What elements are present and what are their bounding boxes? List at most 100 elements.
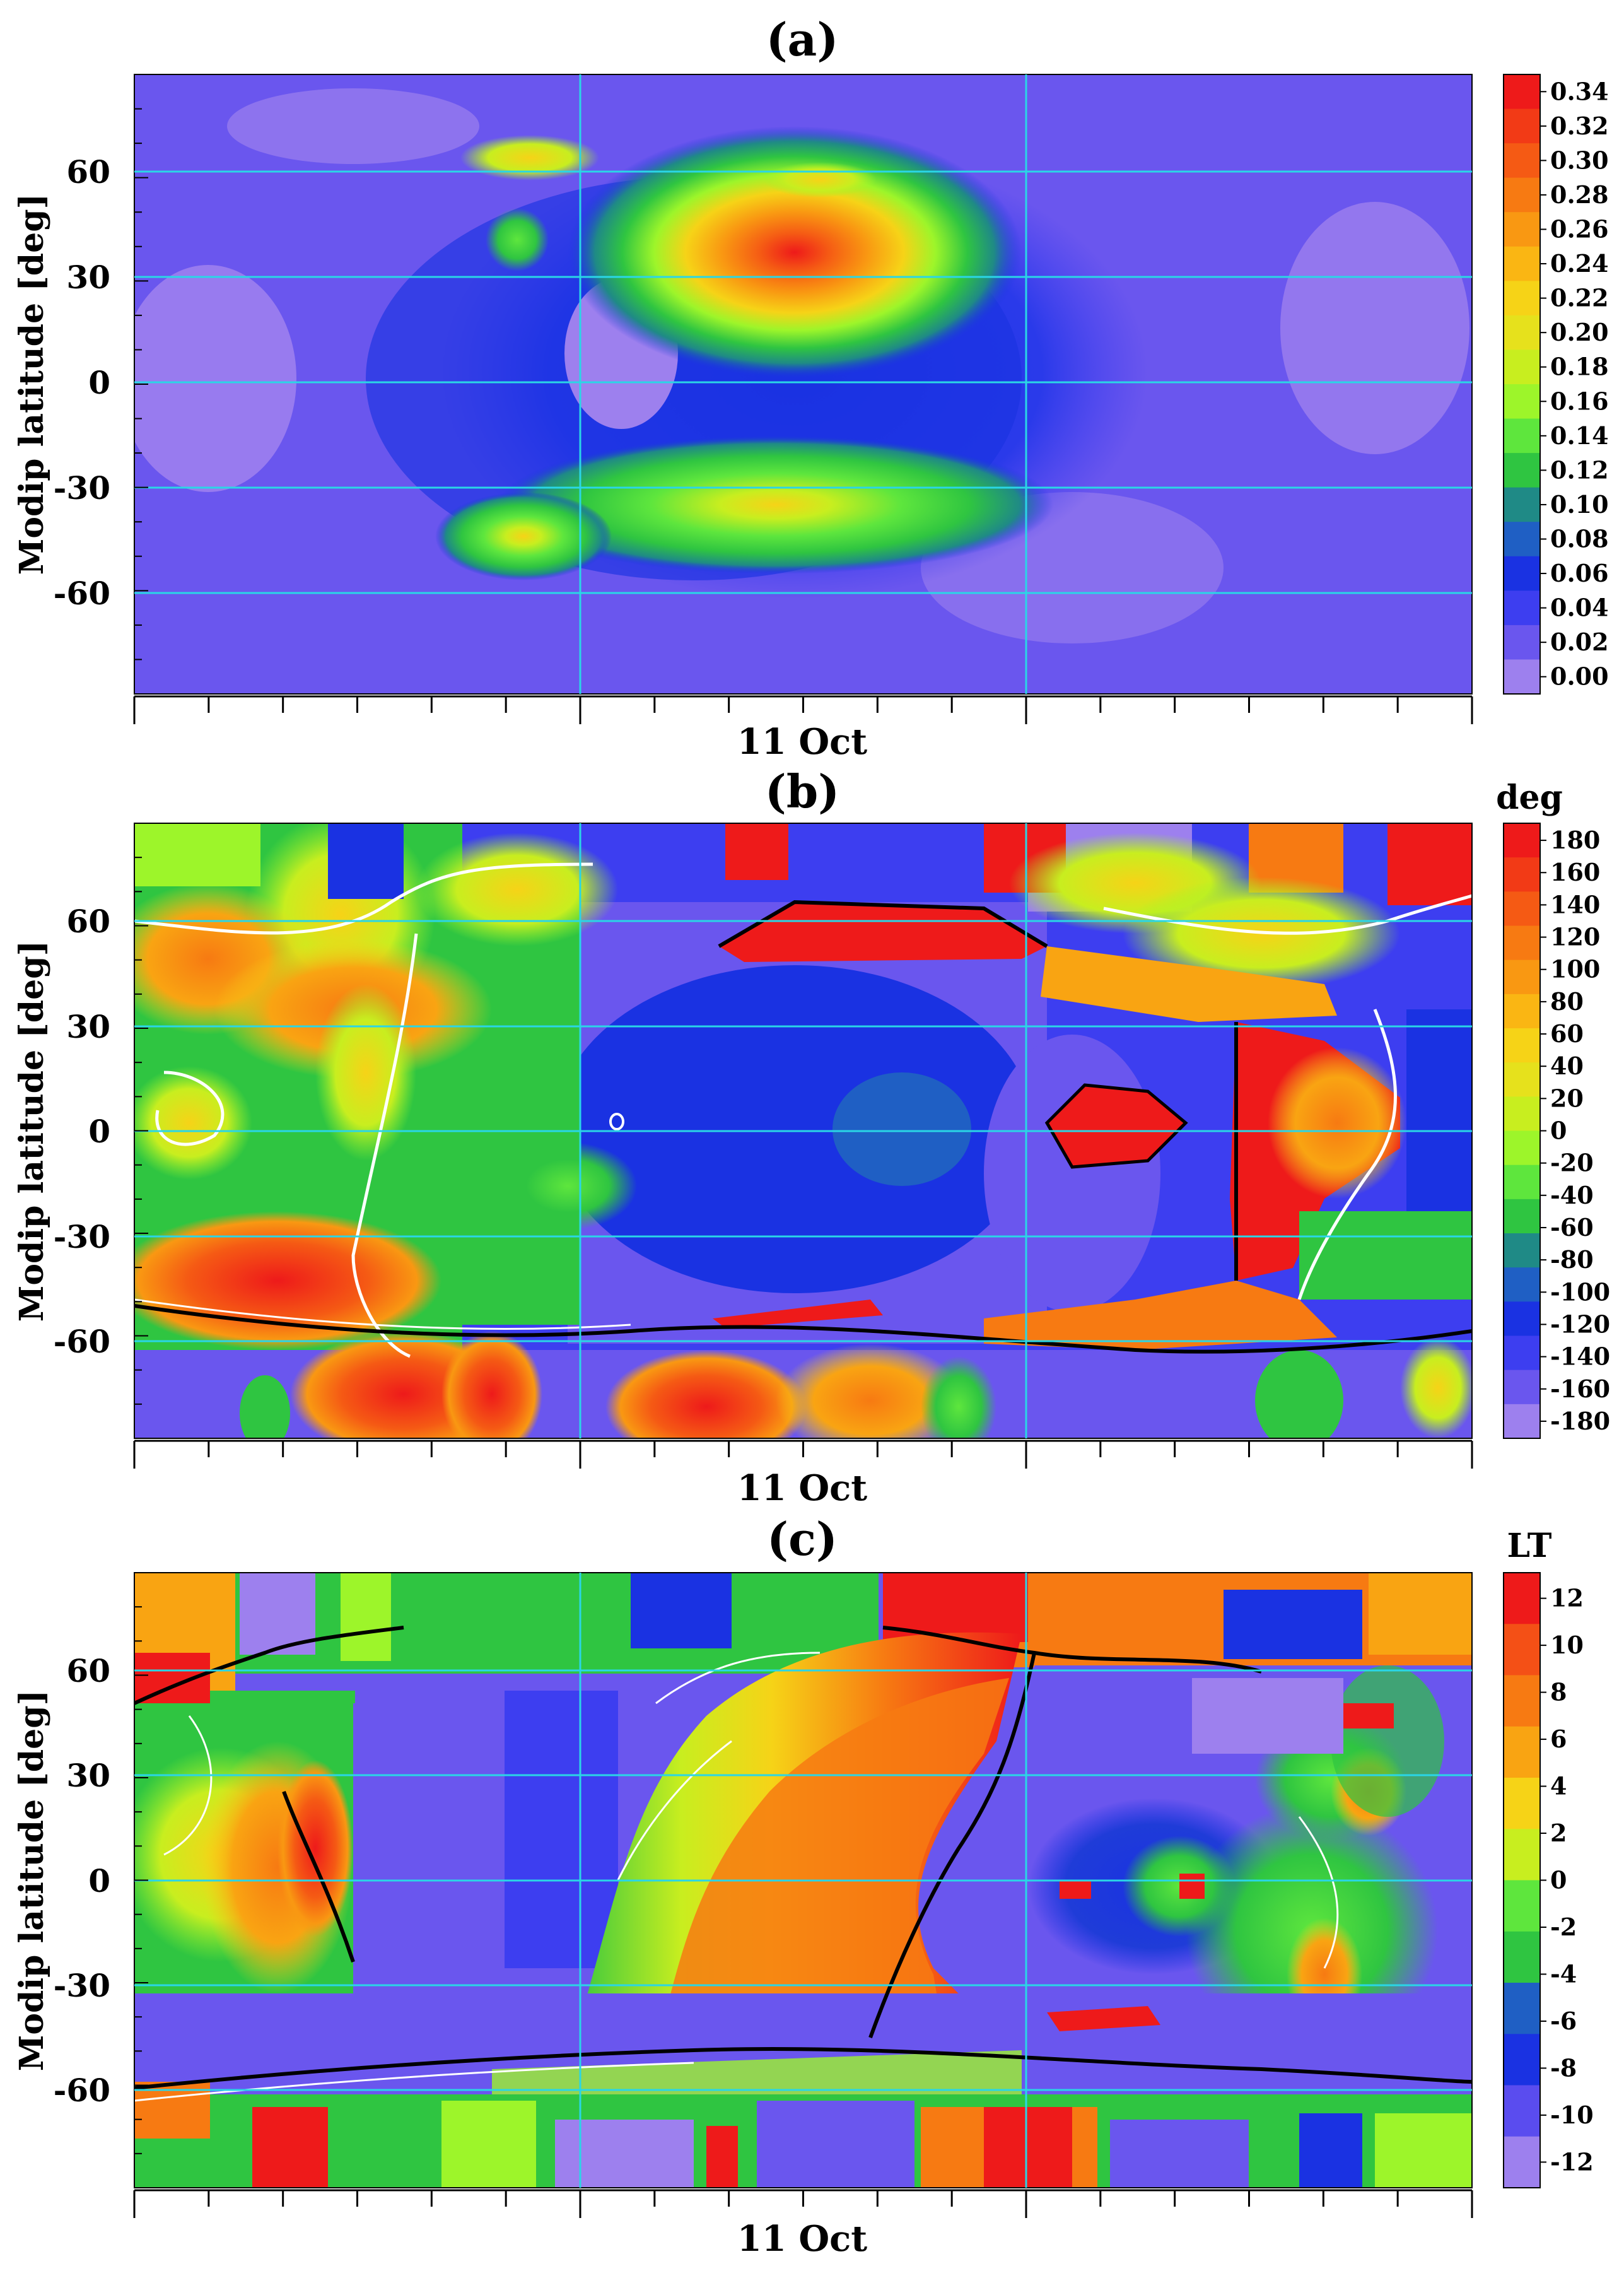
colorbar-tick-label: 100	[1550, 955, 1600, 983]
panel-b: (b) deg	[13, 765, 1610, 1509]
colorbar-swatch	[1504, 281, 1540, 316]
panel-a-ylabel: Modip latitude [deg]	[13, 194, 51, 575]
panel-a-title: (a)	[766, 13, 839, 66]
colorbar-tick-label: 0.24	[1550, 249, 1609, 278]
colorbar-swatch	[1504, 1778, 1540, 1829]
colorbar-tick-label: 0.04	[1550, 594, 1609, 622]
panel-b-gridlines	[134, 823, 1472, 1438]
colorbar-swatch	[1504, 2085, 1540, 2137]
panel-a-axis-ticks	[133, 108, 1473, 724]
colorbar-swatch	[1504, 556, 1540, 591]
colorbar-tick-label: 80	[1550, 987, 1584, 1016]
colorbar-swatch	[1504, 1096, 1540, 1131]
colorbar-swatch	[1504, 1573, 1540, 1624]
colorbar-swatch	[1504, 212, 1540, 247]
colorbar-tick-label: 0.30	[1550, 146, 1609, 174]
ytick-label: -60	[54, 1323, 110, 1360]
ytick-label: 60	[66, 1652, 110, 1689]
colorbar-tick-label: -180	[1550, 1407, 1610, 1435]
colorbar-swatch	[1504, 2034, 1540, 2086]
colorbar-swatch	[1504, 1028, 1540, 1063]
ytick-label: -60	[54, 575, 110, 612]
panel-a-xlabel: 11 Oct	[737, 721, 867, 763]
colorbar-tick-label: 10	[1550, 1631, 1584, 1659]
colorbar-frame	[1503, 74, 1541, 695]
colorbar-swatch	[1504, 1983, 1540, 2034]
panel-c-gridlines	[134, 1573, 1472, 2188]
colorbar-tick-label: 120	[1550, 923, 1600, 951]
colorbar-tick-label: 12	[1550, 1584, 1584, 1612]
colorbar-tick-label: 0.28	[1550, 180, 1609, 209]
ytick-label: 0	[88, 1113, 110, 1150]
colorbar-tick-label: -120	[1550, 1310, 1610, 1338]
panel-b-xlabel: 11 Oct	[737, 1467, 867, 1509]
panel-b-yticks: 60 30 0 -30 -60	[54, 903, 110, 1360]
panel-a-heatmap	[134, 74, 1472, 694]
colorbar-swatch	[1504, 960, 1540, 995]
colorbar-tick-label: -100	[1550, 1277, 1610, 1306]
ytick-label: 30	[66, 259, 110, 296]
colorbar-tick-label: 180	[1550, 826, 1600, 854]
ytick-label: 0	[88, 1862, 110, 1899]
colorbar-swatch	[1504, 246, 1540, 281]
panel-c-ylabel: Modip latitude [deg]	[13, 1690, 51, 2071]
colorbar-swatch	[1504, 349, 1540, 385]
colorbar-tick-label: 0	[1550, 1866, 1567, 1894]
colorbar-swatch	[1504, 891, 1540, 926]
colorbar-tick-label: 4	[1550, 1772, 1567, 1800]
colorbar-swatch	[1504, 1062, 1540, 1097]
colorbar-swatch	[1504, 1301, 1540, 1336]
colorbar-swatch	[1504, 74, 1540, 110]
colorbar-swatch	[1504, 453, 1540, 488]
colorbar-tick-label: 40	[1550, 1052, 1584, 1080]
colorbar-swatch	[1504, 109, 1540, 144]
colorbar-tick-label: 0.00	[1550, 662, 1609, 691]
colorbar-tick-label: -20	[1550, 1149, 1594, 1177]
panel-a: (a) 60 30	[13, 13, 1609, 763]
panel-b-ylabel: Modip latitude [deg]	[13, 941, 51, 1322]
colorbar-tick-label: -8	[1550, 2053, 1577, 2082]
colorbar-tick-label: 0.26	[1550, 215, 1609, 244]
colorbar-tick-label: 0.14	[1550, 421, 1609, 450]
colorbar-swatch	[1504, 1335, 1540, 1371]
panel-a-yticks: 60 30 0 -30 -60	[54, 153, 110, 612]
colorbar-tick-label: 0.06	[1550, 559, 1609, 587]
panel-a-gridlines	[134, 74, 1472, 694]
panel-b-title: (b)	[765, 765, 839, 818]
panel-b-colorbar: 180 160 140 120 100 80 60 40 20 0 -20 -40 -60 -80 -100…	[1503, 823, 1610, 1439]
colorbar-tick-label: -40	[1550, 1181, 1594, 1209]
panel-c-colorbar-unit: LT	[1507, 1527, 1551, 1565]
colorbar-swatch	[1504, 1233, 1540, 1268]
colorbar-swatch	[1504, 1675, 1540, 1727]
colorbar-swatch	[1504, 857, 1540, 892]
colorbar-tick-label: 8	[1550, 1678, 1567, 1706]
colorbar-swatch	[1504, 177, 1540, 213]
colorbar-tick-label: -6	[1550, 2007, 1577, 2035]
colorbar-tick-label: -80	[1550, 1245, 1594, 1274]
colorbar-swatch	[1504, 487, 1540, 522]
panel-b-colorbar-unit: deg	[1496, 778, 1563, 817]
colorbar-swatch	[1504, 522, 1540, 557]
ytick-label: -60	[54, 2072, 110, 2109]
ytick-label: 0	[88, 364, 110, 401]
colorbar-swatch	[1504, 1267, 1540, 1302]
colorbar-swatch	[1504, 1880, 1540, 1932]
ytick-label: -30	[54, 1967, 110, 2004]
colorbar-tick-label: 0.08	[1550, 525, 1609, 553]
colorbar-swatch	[1504, 1130, 1540, 1166]
colorbar-swatch	[1504, 1370, 1540, 1405]
colorbar-swatch	[1504, 315, 1540, 350]
panel-b-heatmap	[134, 823, 1472, 1438]
colorbar-tick-label: -140	[1550, 1342, 1610, 1371]
panel-b-axis-ticks	[133, 857, 1473, 1469]
colorbar-tick-label: 0.18	[1550, 353, 1609, 381]
colorbar-swatch	[1504, 823, 1540, 858]
colorbar-swatch	[1504, 1404, 1540, 1439]
colorbar-swatch	[1504, 418, 1540, 454]
ytick-label: 30	[66, 1757, 110, 1794]
ytick-label: 60	[66, 903, 110, 940]
colorbar-swatch	[1504, 1165, 1540, 1200]
colorbar-swatch	[1504, 1624, 1540, 1676]
colorbar-tick-label: 20	[1550, 1084, 1584, 1112]
